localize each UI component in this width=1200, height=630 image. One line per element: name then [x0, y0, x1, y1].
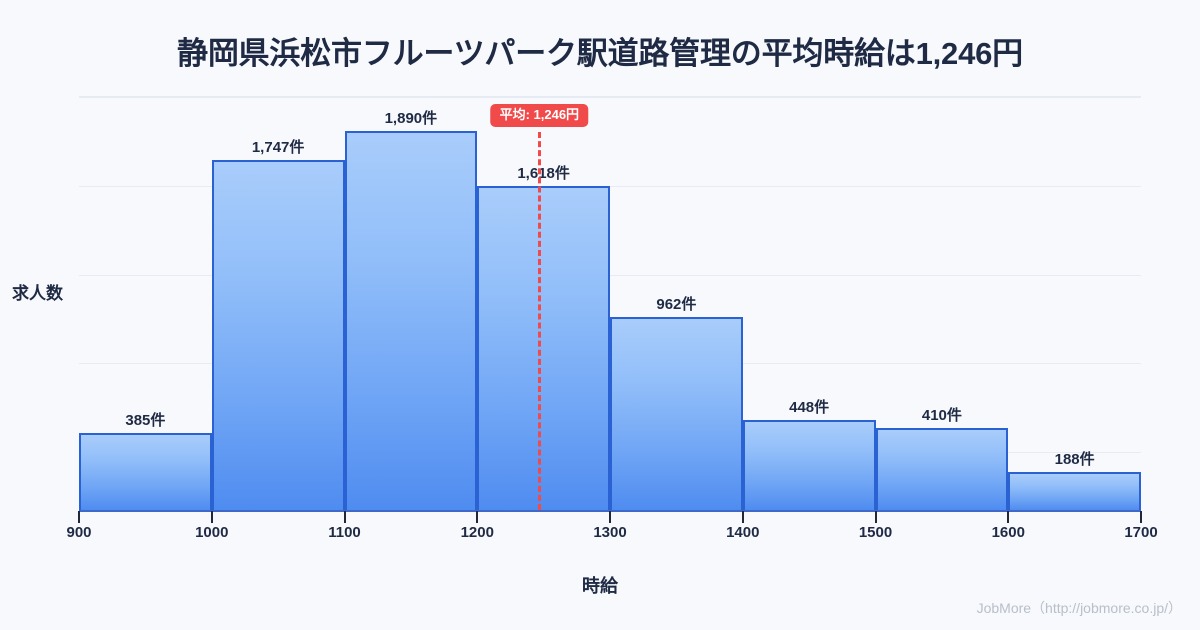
bar-value-label: 448件: [789, 399, 830, 417]
bar-value-label: 962件: [656, 296, 697, 314]
x-axis-tick: [210, 511, 213, 523]
x-axis-tick: [874, 511, 877, 523]
x-axis-tick: [78, 511, 80, 523]
bar-value-label: 385件: [125, 411, 166, 429]
x-axis-tick-label: 900: [66, 524, 92, 541]
x-axis-tick-label: 1300: [593, 524, 627, 541]
bar-value-label: 1,618件: [517, 164, 570, 182]
x-axis-tick-label: 1600: [991, 524, 1025, 541]
bar-value-label: 1,747件: [251, 138, 305, 156]
x-axis-tick-label: 1700: [1124, 524, 1158, 541]
histogram-bar[interactable]: [477, 185, 610, 510]
gridline: [79, 97, 1141, 98]
x-axis-tick: [609, 511, 611, 523]
x-axis-tick-label: 1200: [460, 524, 494, 541]
histogram-bar[interactable]: [875, 427, 1009, 510]
histogram-bar[interactable]: [610, 317, 743, 510]
histogram-bar[interactable]: [742, 420, 876, 510]
x-axis-tick-label: 1400: [726, 524, 760, 541]
x-axis-tick: [741, 511, 744, 523]
bar-value-label: 410件: [921, 406, 962, 424]
x-axis-tick: [476, 511, 479, 523]
bar-value-label: 1,890件: [384, 110, 438, 128]
histogram-bar[interactable]: [79, 432, 212, 510]
mean-badge: 平均: 1,246円: [490, 104, 589, 128]
histogram-bar[interactable]: [344, 131, 478, 510]
x-axis-tick-label: 1500: [858, 524, 893, 541]
x-axis-tick: [1140, 511, 1142, 523]
gridline: [79, 275, 1141, 276]
bar-value-label: 188件: [1054, 451, 1095, 469]
y-axis-title: 求人数: [12, 284, 63, 303]
mean-line: [538, 132, 542, 510]
watermark-label: JobMore（http://jobmore.co.jp/）: [976, 600, 1182, 616]
gridline: [79, 186, 1141, 187]
x-axis-tick-label: 1100: [328, 524, 361, 541]
x-axis-tick: [1007, 511, 1010, 523]
x-axis-title: 時給: [582, 576, 618, 596]
x-axis-tick: [343, 511, 346, 523]
title-divider: [79, 96, 1141, 97]
x-axis-tick-label: 1000: [195, 524, 229, 541]
page-title: 静岡県浜松市フルーツパーク駅道路管理の平均時給は1,246円: [177, 36, 1023, 71]
histogram-bar[interactable]: [1008, 472, 1141, 510]
histogram-bar[interactable]: [211, 159, 345, 510]
